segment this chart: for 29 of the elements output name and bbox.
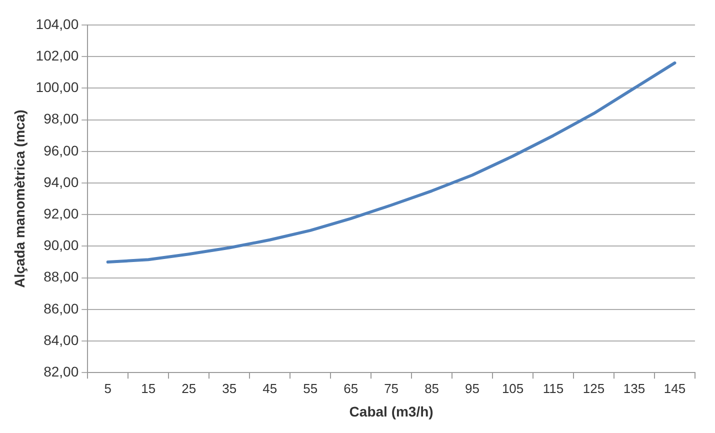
x-tick-label: 45: [262, 380, 278, 396]
x-tick-label: 55: [303, 380, 318, 396]
x-tick-label: 25: [182, 380, 196, 396]
y-tick-label: 96,00: [44, 142, 79, 158]
x-tick-label: 5: [104, 380, 112, 396]
y-tick-label: 98,00: [44, 110, 79, 127]
y-tick-label: 88,00: [44, 268, 79, 285]
y-tick-label: 100,00: [36, 79, 79, 96]
y-tick-label: 102,00: [36, 47, 79, 64]
x-tick-label: 135: [623, 380, 646, 396]
x-tick-label: 65: [344, 380, 358, 396]
y-tick-label: 82,00: [44, 363, 79, 380]
x-tick-label: 145: [664, 380, 686, 396]
y-tick-label: 104,00: [36, 16, 79, 32]
x-tick-label: 35: [222, 380, 237, 396]
x-axis-title: Cabal (m3/h): [349, 403, 434, 420]
x-tick-label: 75: [384, 380, 399, 396]
x-tick-label: 95: [465, 380, 480, 396]
x-tick-label: 105: [502, 380, 524, 396]
x-tick-label: 15: [141, 380, 156, 396]
y-tick-label: 90,00: [44, 237, 79, 254]
x-tick-label: 115: [542, 380, 564, 396]
x-tick-label: 85: [424, 380, 440, 396]
y-axis-title: Alçada manomètrica (mca): [11, 110, 28, 288]
y-tick-label: 84,00: [44, 332, 79, 348]
y-tick-label: 86,00: [44, 300, 79, 316]
x-tick-label: 125: [582, 380, 605, 396]
y-tick-label: 92,00: [44, 205, 79, 222]
y-tick-label: 94,00: [44, 174, 79, 190]
